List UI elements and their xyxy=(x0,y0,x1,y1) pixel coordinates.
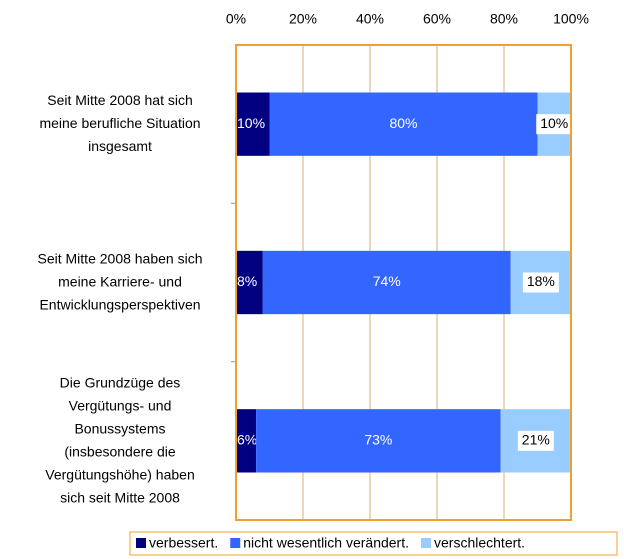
bar-segment xyxy=(256,409,501,473)
bar-segment xyxy=(262,250,511,315)
data-label: 74% xyxy=(373,273,401,289)
legend-label: nicht wesentlich verändert. xyxy=(243,535,409,551)
legend-swatch xyxy=(230,538,241,548)
x-tick-label: 80% xyxy=(490,11,518,27)
label-background xyxy=(522,272,559,293)
data-label: 21% xyxy=(522,432,550,448)
bar-segment xyxy=(236,250,263,315)
x-tick-label: 40% xyxy=(356,11,384,27)
x-tick-label: 100% xyxy=(553,11,589,27)
category-label: Die Grundzüge des Vergütungs- und Bonussys… xyxy=(45,374,194,505)
data-label: 18% xyxy=(527,273,555,289)
data-label: 6% xyxy=(237,432,257,448)
x-tick-label: 20% xyxy=(289,11,317,27)
legend-swatch xyxy=(421,538,432,548)
legend-label: verbessert. xyxy=(149,535,218,551)
data-label: 73% xyxy=(364,432,392,448)
legend-label: verschlechtert. xyxy=(434,535,525,551)
data-label: 10% xyxy=(540,115,568,131)
category-label: Seit Mitte 2008 haben sich meine Karriere… xyxy=(38,250,203,312)
data-label: 80% xyxy=(389,115,417,131)
x-tick-label: 0% xyxy=(226,11,246,27)
data-label: 10% xyxy=(237,115,265,131)
label-background xyxy=(536,114,573,135)
data-label: 8% xyxy=(237,273,257,289)
legend-box xyxy=(129,531,618,556)
bar-segment xyxy=(269,92,538,156)
plot-border xyxy=(235,44,572,521)
x-tick-label: 60% xyxy=(423,11,451,27)
bar-segment xyxy=(236,409,257,473)
legend-swatch xyxy=(136,538,146,548)
bar-segment xyxy=(236,92,270,156)
category-label: Seit Mitte 2008 hat sich meine berufliche… xyxy=(39,92,200,154)
label-background xyxy=(517,430,554,451)
